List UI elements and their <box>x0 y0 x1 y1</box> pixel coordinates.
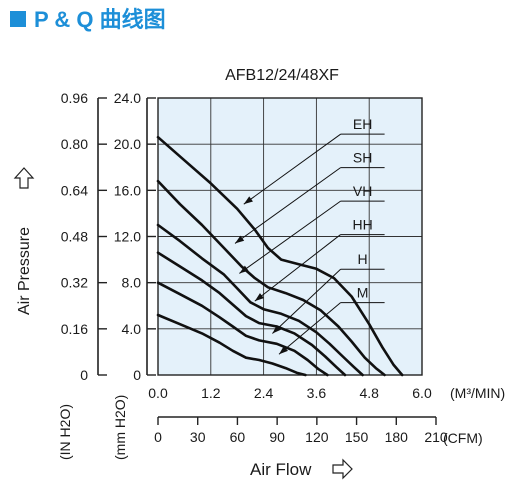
plot-border <box>157 97 423 376</box>
leader-line-h <box>272 268 341 334</box>
leader-arrow-vh <box>239 265 249 274</box>
leader-line-eh <box>243 133 341 205</box>
page-title: P & Q 曲线图 <box>34 7 166 32</box>
x-axis-label: Air Flow <box>250 460 312 479</box>
x-tick-label: 4.8 <box>359 385 379 401</box>
leader-line-hh <box>254 234 341 302</box>
cfm-tick-label: 120 <box>305 429 329 445</box>
cfm-tick-label: 30 <box>190 429 206 445</box>
y-unit-inh2o: (IN H2O) <box>57 404 73 460</box>
mm-tick-label: 0 <box>133 367 141 383</box>
curve-hh <box>156 251 347 377</box>
leader-group <box>234 133 385 355</box>
leader-arrow-hh <box>254 293 264 302</box>
x2-unit: (CFM) <box>443 430 483 446</box>
curve-m <box>156 313 307 377</box>
curve-vh <box>156 223 364 377</box>
leader-arrow-sh <box>235 235 245 244</box>
x-unit: (M³/MIN) <box>450 385 505 401</box>
curve-group <box>156 135 404 377</box>
curve-h <box>156 281 329 377</box>
mm-tick-label: 20.0 <box>114 136 141 152</box>
leader-line-vh <box>239 200 341 274</box>
y-unit-mmh2o: (mm H2O) <box>112 395 128 460</box>
series-label-vh: VH <box>353 183 372 199</box>
axes-group: 0.0 1.2 2.4 3.6 4.8 6.0 0 30 60 90 120 150 180 210 0 4.… <box>61 90 448 445</box>
x-tick-label: 3.6 <box>307 385 327 401</box>
air-pressure-arrow-icon <box>13 167 35 189</box>
leader-arrow-m <box>279 345 288 355</box>
cfm-tick-label: 210 <box>424 429 448 445</box>
y-unit-mmh2o-text: (mm H2O) <box>112 395 128 460</box>
series-label-h: H <box>358 251 368 267</box>
mm-tick-label: 12.0 <box>114 229 141 245</box>
mm-tick-label: 24.0 <box>114 90 141 106</box>
leader-arrow-eh <box>243 196 253 205</box>
leader-line-m <box>278 302 341 355</box>
curve-sh <box>156 179 386 377</box>
in-tick-label: 0.96 <box>61 90 88 106</box>
in-tick-label: 0.48 <box>61 229 88 245</box>
curve-eh <box>156 135 404 377</box>
series-label-sh: SH <box>353 150 372 166</box>
cfm-tick-label: 60 <box>230 429 246 445</box>
in-tick-label: 0.80 <box>61 136 88 152</box>
in-tick-label: 0.64 <box>61 182 88 198</box>
series-label-m: M <box>357 285 369 301</box>
cfm-tick-label: 180 <box>385 429 409 445</box>
cfm-tick-label: 150 <box>345 429 369 445</box>
y-axis-label: Air Pressure <box>16 227 33 315</box>
in-tick-label: 0.32 <box>61 275 88 291</box>
in-tick-label: 0.16 <box>61 321 88 337</box>
mm-tick-label: 16.0 <box>114 182 141 198</box>
x-tick-label: 2.4 <box>254 385 274 401</box>
title-bullet <box>10 11 26 27</box>
grid-lines <box>158 98 422 375</box>
mm-tick-label: 4.0 <box>122 321 142 337</box>
cfm-tick-label: 0 <box>154 429 162 445</box>
cfm-tick-label: 90 <box>269 429 285 445</box>
mm-tick-label: 8.0 <box>122 275 142 291</box>
leader-arrow-h <box>272 324 282 334</box>
x-tick-label: 1.2 <box>201 385 221 401</box>
x-tick-label: 6.0 <box>412 385 432 401</box>
chart-title: AFB12/24/48XF <box>225 67 339 84</box>
leader-line-sh <box>234 167 341 244</box>
series-label-eh: EH <box>353 116 372 132</box>
series-label-hh: HH <box>352 217 372 233</box>
x-tick-label: 0.0 <box>148 385 168 401</box>
y-unit-inh2o-text: (IN H2O) <box>57 404 73 460</box>
in-tick-label: 0 <box>80 367 88 383</box>
air-flow-arrow-icon <box>332 458 353 480</box>
